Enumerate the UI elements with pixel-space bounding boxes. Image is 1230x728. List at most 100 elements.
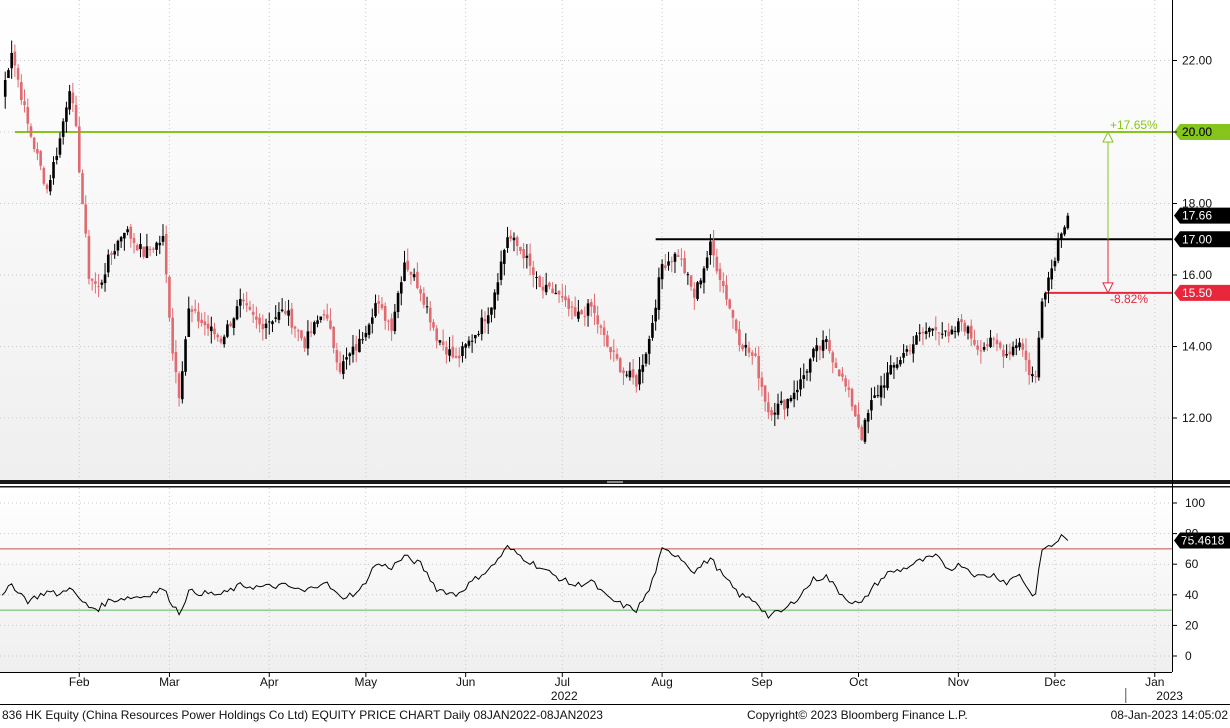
candle-body: [441, 341, 445, 346]
candle-body: [20, 82, 23, 101]
candle-body: [522, 249, 525, 259]
candle-body: [882, 385, 886, 388]
rsi-y-tick-label: 100: [1185, 496, 1205, 510]
candle-body: [142, 246, 145, 257]
candle-body: [535, 277, 538, 279]
candle-body: [23, 101, 26, 106]
candle-body: [206, 323, 210, 329]
candle-body: [390, 318, 393, 331]
candle-body: [94, 281, 97, 284]
candle-body: [770, 410, 773, 416]
last-price-tag: [1174, 207, 1230, 224]
candle-body: [986, 344, 989, 347]
candle-body: [837, 369, 841, 377]
candle-body: [609, 346, 612, 353]
candle-body: [570, 306, 574, 308]
candle-body: [705, 257, 709, 269]
candle-body: [187, 308, 191, 337]
candle-body: [132, 238, 136, 243]
candle-body: [55, 155, 59, 160]
candle-body: [158, 242, 162, 246]
rsi-layer: 75.4618: [0, 532, 1230, 620]
candle-body: [3, 79, 7, 97]
price-y-tick-label: 20.00: [1182, 125, 1212, 139]
candle-body: [538, 276, 542, 288]
candle-body: [84, 204, 88, 234]
candle-body: [911, 344, 915, 354]
x-tick-label: May: [355, 675, 378, 689]
candle-body: [419, 289, 422, 294]
candle-body: [58, 138, 62, 155]
price-level-tag: [1174, 231, 1230, 248]
candle-body: [944, 330, 947, 332]
candle-body: [13, 51, 17, 66]
last-price-label: 17.66: [1182, 209, 1212, 223]
candle-body: [821, 340, 825, 351]
candle-body: [602, 327, 606, 336]
candle-body: [731, 310, 735, 318]
candle-body: [606, 335, 609, 347]
candle-body: [1027, 359, 1031, 376]
candle-body: [90, 278, 94, 281]
candle-body: [693, 288, 696, 298]
candle-body: [879, 385, 883, 398]
candle-body: [216, 334, 220, 338]
rsi-y-tick-label: 40: [1185, 588, 1199, 602]
candle-body: [345, 357, 348, 360]
candle-body: [760, 377, 764, 388]
candle-body: [976, 345, 979, 350]
candle-body: [412, 274, 416, 278]
candle-body: [902, 352, 905, 358]
candle-body: [470, 340, 474, 342]
candle-body: [953, 331, 957, 333]
candle-body: [1005, 354, 1008, 356]
candle-body: [635, 375, 638, 387]
x-year-label: 2022: [551, 689, 578, 703]
candle-body: [358, 338, 361, 353]
candle-body: [696, 282, 699, 299]
candle-body: [599, 325, 603, 328]
candle-body: [548, 282, 551, 287]
candle-body: [667, 261, 670, 266]
candle-body: [744, 344, 748, 348]
candle-body: [483, 319, 487, 322]
panel-resize-handle: [607, 481, 623, 483]
candle-body: [721, 281, 725, 286]
candle-body: [799, 379, 802, 390]
candle-body: [396, 293, 400, 313]
candle-body: [509, 235, 513, 239]
x-tick-label: Oct: [849, 675, 868, 689]
candle-body: [673, 253, 677, 262]
footer-title: 836 HK Equity (China Resources Power Hol…: [2, 708, 603, 722]
candle-body: [702, 268, 706, 283]
candle-body: [61, 121, 65, 137]
candle-body: [126, 229, 129, 233]
candle-body: [325, 314, 329, 319]
candle-body: [251, 311, 255, 315]
candle-body: [654, 307, 657, 322]
candle-body: [222, 336, 226, 345]
candle-body: [557, 290, 561, 295]
candle-body: [738, 329, 741, 346]
x-tick-label: Nov: [948, 675, 969, 689]
candle-body: [966, 326, 970, 334]
candle-body: [998, 342, 1002, 348]
candle-body: [779, 400, 783, 403]
candle-body: [454, 356, 458, 358]
candle-body: [969, 325, 973, 339]
candle-body: [432, 322, 435, 328]
candle-body: [873, 395, 876, 398]
candle-body: [10, 52, 13, 69]
candle-body: [625, 374, 628, 376]
candle-body: [831, 352, 835, 363]
candle-body: [857, 414, 860, 428]
x-tick-label: Mar: [159, 675, 180, 689]
candle-body: [371, 317, 374, 324]
rsi-panel-bg: [0, 488, 1172, 672]
candle-body: [934, 327, 938, 331]
candle-body: [757, 355, 760, 379]
candle-body: [203, 321, 207, 326]
candle-body: [992, 338, 996, 340]
candle-body: [750, 352, 754, 356]
candle-body: [123, 232, 126, 239]
